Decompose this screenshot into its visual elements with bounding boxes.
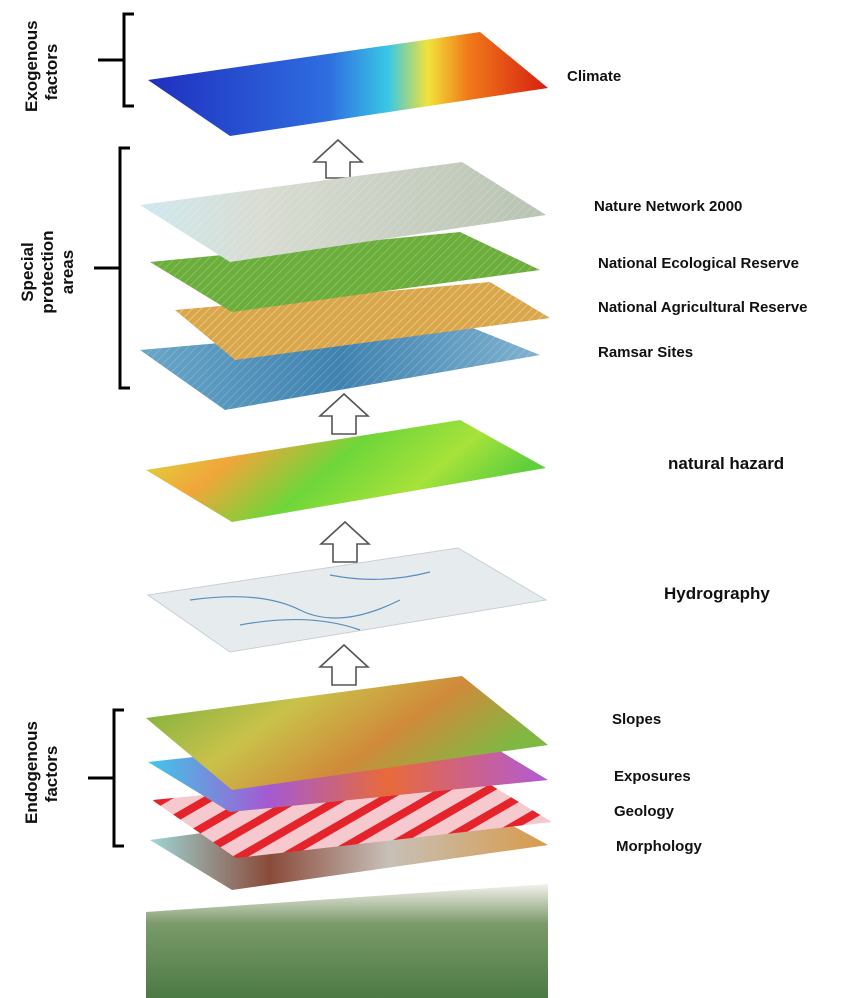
exposures-label: Exposures (614, 768, 691, 785)
slopes-label: Slopes (612, 711, 662, 728)
special-protection-label: Special protection areas (18, 230, 77, 314)
special-bracket (94, 146, 130, 390)
climate-layer (148, 32, 548, 136)
arrow-up-icon (317, 643, 371, 686)
morphology-label: Morphology (616, 838, 702, 855)
hydrography-layer (146, 547, 548, 653)
arrow-up-icon (317, 392, 371, 435)
natural-hazard-layer (146, 420, 546, 522)
arrow-up-icon (311, 138, 365, 179)
nature-network-label: Nature Network 2000 (594, 198, 743, 215)
hydrography-label: Hydrography (664, 584, 770, 603)
natural-hazard-label: natural hazard (668, 454, 785, 473)
slopes-layer (146, 676, 548, 790)
endogenous-bracket (88, 708, 124, 848)
climate-label: Climate (567, 68, 622, 85)
exogenous-label: Exogenous factors (22, 20, 61, 112)
endogenous-label: Endogenous factors (22, 721, 61, 824)
exogenous-bracket (98, 12, 134, 108)
ramsar-label: Ramsar Sites (598, 344, 694, 361)
arrow-up-icon (318, 520, 372, 563)
geology-label: Geology (614, 803, 675, 820)
aerial-photo (146, 884, 548, 998)
ecological-reserve-label: National Ecological Reserve (598, 255, 799, 272)
agricultural-reserve-label: National Agricultural Reserve (598, 299, 808, 316)
